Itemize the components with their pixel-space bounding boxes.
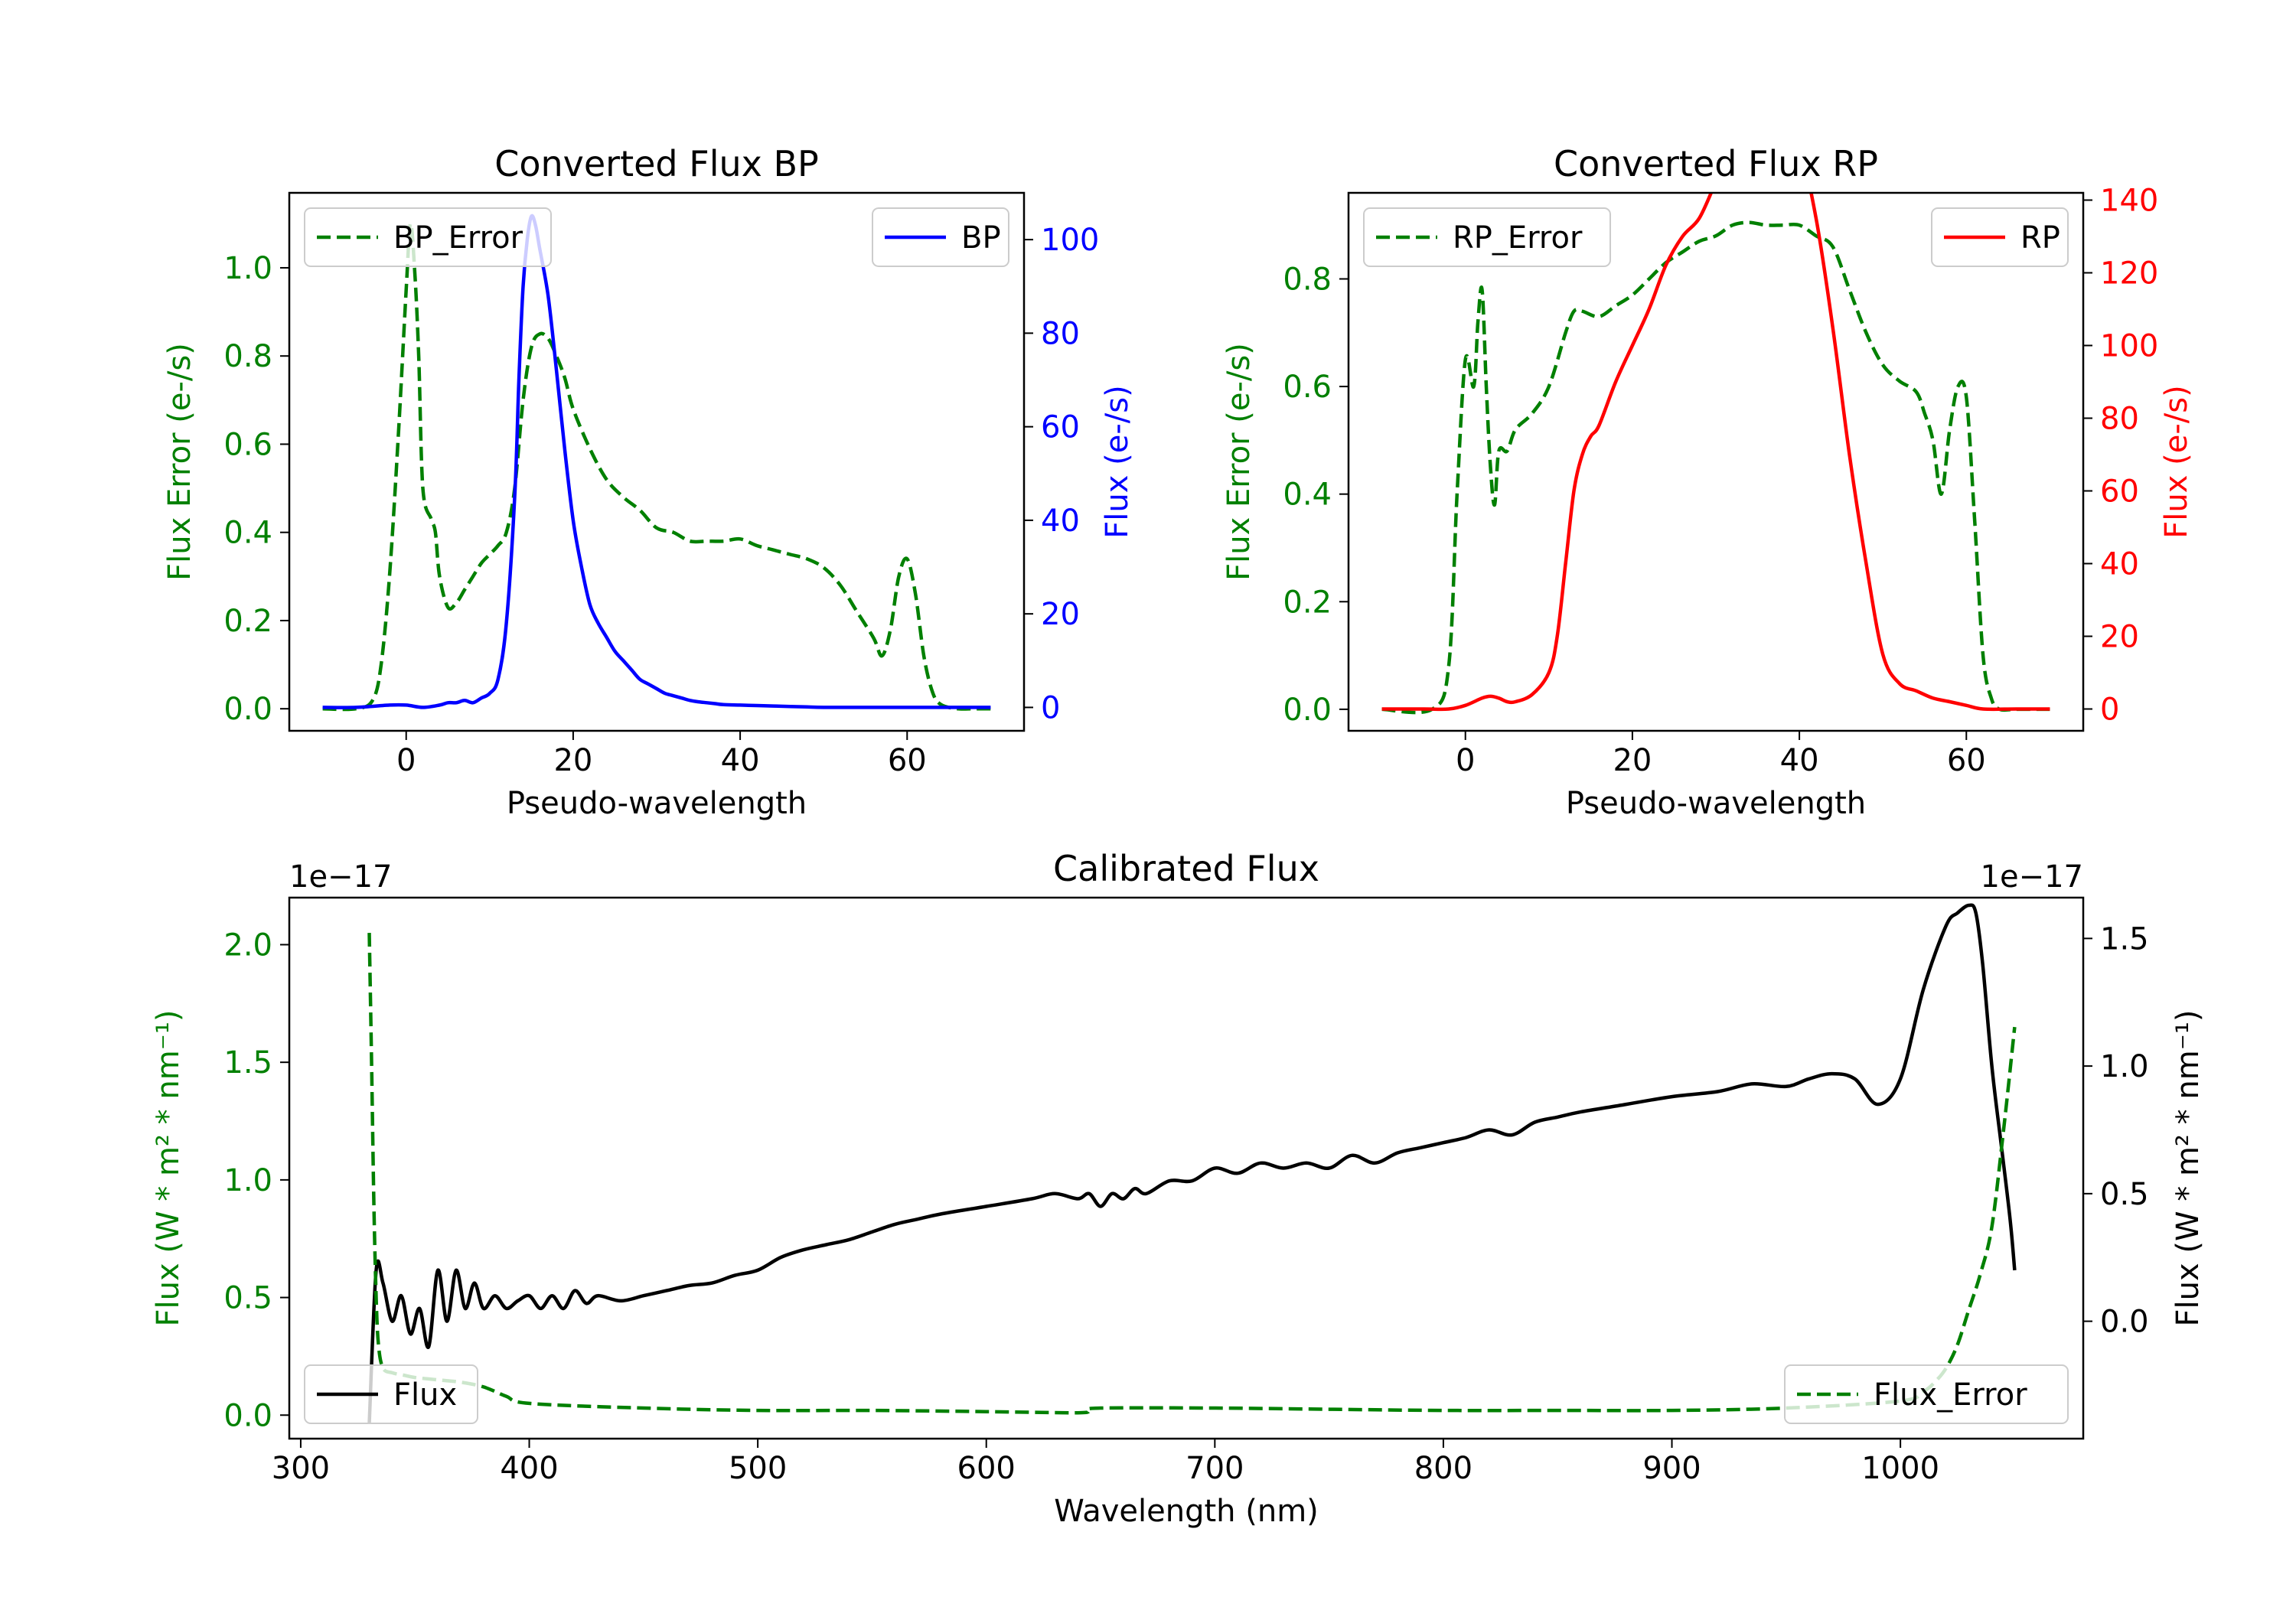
legend-rp-error: RP_Error <box>1363 207 1611 267</box>
legend-rp: RP <box>1931 207 2069 267</box>
legend-flux: Flux <box>304 1364 478 1424</box>
x-tick-label: 20 <box>553 743 592 778</box>
y2-tick-label: 100 <box>2100 329 2158 364</box>
y2-tick-label: 60 <box>2100 474 2139 510</box>
legend-box <box>304 207 552 267</box>
chart-1: 0 20 40 60 0.0 0.2 0.4 0.6 0.8 1.0 0 20 40 60 80 100 Con… <box>162 143 1135 821</box>
legend-bp: BP <box>872 207 1009 267</box>
plot-frame <box>288 896 2085 1440</box>
x-axis-label: Pseudo-wavelength <box>507 786 807 821</box>
y2-axis-label: Flux (W * m² * nm⁻¹) <box>2170 1010 2206 1327</box>
y2-tick-label: 1.5 <box>2100 921 2149 957</box>
y-tick-label: 1.5 <box>223 1045 272 1081</box>
y2-tick-label: 20 <box>2100 620 2139 655</box>
y2-offset-label: 1e−17 <box>1981 859 2083 895</box>
y-axis-label: Flux Error (e-/s) <box>162 343 197 581</box>
legend-box <box>304 1364 478 1424</box>
x-axis-label: Wavelength (nm) <box>1054 1494 1319 1529</box>
y2-tick-label: 80 <box>2100 402 2139 437</box>
y2-tick-label: 140 <box>2100 184 2158 219</box>
y-axis-label: Flux Error (e-/s) <box>1221 343 1257 581</box>
y-offset-label: 1e−17 <box>289 859 392 895</box>
plot-frame <box>1347 191 2085 732</box>
y-tick-label: 2.0 <box>223 927 272 963</box>
y2-axis-label: Flux (e-/s) <box>2159 385 2194 538</box>
y-tick-label: 0.8 <box>223 339 272 374</box>
y2-tick-label: 1.0 <box>2100 1049 2149 1084</box>
y-tick-label: 0.6 <box>223 427 272 462</box>
y-tick-label: 0.0 <box>223 1398 272 1433</box>
legend-bp-error: BP_Error <box>304 207 552 267</box>
chart-2: 0 20 40 60 0.0 0.2 0.4 0.6 0.8 0 20 40 60 80 100 120 140… <box>1221 143 2194 821</box>
y-tick-label: 0.2 <box>1283 585 1332 620</box>
legend-label: RP_Error <box>1453 220 1583 256</box>
y2-tick-label: 0.5 <box>2100 1177 2149 1212</box>
x-tick-label: 40 <box>721 743 760 778</box>
y2-tick-label: 40 <box>2100 547 2139 582</box>
series-line-bp-error <box>322 221 991 712</box>
x-tick-label: 1000 <box>1861 1451 1939 1486</box>
series-line-flux-error <box>367 933 2017 1415</box>
x-tick-label: 300 <box>272 1451 330 1486</box>
y-tick-label: 0.4 <box>223 516 272 551</box>
x-tick-label: 0 <box>1456 743 1475 778</box>
plot-frame <box>288 191 1026 732</box>
chart-title: Converted Flux BP <box>494 143 819 184</box>
chart-title: Calibrated Flux <box>1053 848 1319 889</box>
series-line-rp <box>1381 193 2050 712</box>
x-tick-label: 800 <box>1414 1451 1473 1486</box>
x-tick-label: 40 <box>1780 743 1819 778</box>
y-tick-label: 0.0 <box>1283 693 1332 728</box>
x-tick-label: 600 <box>957 1451 1016 1486</box>
y-tick-label: 0.4 <box>1283 478 1332 513</box>
legend-box <box>1363 207 1611 267</box>
x-tick-label: 60 <box>888 743 927 778</box>
series-line-bp <box>322 214 991 709</box>
legend-label: BP_Error <box>393 220 523 256</box>
y2-axis-label: Flux (e-/s) <box>1100 385 1135 538</box>
x-tick-label: 20 <box>1613 743 1652 778</box>
y2-tick-label: 60 <box>1041 410 1080 445</box>
series-line-flux <box>367 903 2017 1424</box>
y2-tick-label: 0 <box>1041 690 1060 725</box>
y2-tick-label: 100 <box>1041 223 1099 258</box>
y-tick-label: 0.8 <box>1283 262 1332 297</box>
x-tick-label: 900 <box>1642 1451 1701 1486</box>
y-tick-label: 0.2 <box>223 604 272 639</box>
x-tick-label: 700 <box>1186 1451 1244 1486</box>
y-tick-label: 1.0 <box>223 251 272 286</box>
legend-label: RP <box>2020 220 2060 256</box>
y-tick-label: 0.0 <box>223 692 272 727</box>
y2-tick-label: 0.0 <box>2100 1305 2149 1340</box>
legend-box <box>1784 1364 2069 1424</box>
y-tick-label: 1.0 <box>223 1163 272 1198</box>
y2-tick-label: 40 <box>1041 504 1080 539</box>
y2-tick-label: 0 <box>2100 693 2119 728</box>
chart-3: 300 400 500 600 700 800 900 1000 0.0 0.5 1.0 1.5 2.0… <box>151 848 2206 1529</box>
legend-label: Flux_Error <box>1874 1377 2027 1413</box>
y-axis-label: Flux (W * m² * nm⁻¹) <box>151 1010 186 1327</box>
y2-tick-label: 20 <box>1041 597 1080 632</box>
x-tick-label: 400 <box>500 1451 558 1486</box>
x-tick-label: 0 <box>396 743 416 778</box>
y-tick-label: 0.6 <box>1283 370 1332 405</box>
y-tick-label: 0.5 <box>223 1281 272 1316</box>
series-line-rp-error <box>1381 220 2050 715</box>
x-tick-label: 60 <box>1947 743 1986 778</box>
chart-title: Converted Flux RP <box>1554 143 1878 184</box>
y2-tick-label: 80 <box>1041 316 1080 351</box>
x-axis-label: Pseudo-wavelength <box>1566 786 1866 821</box>
x-tick-label: 500 <box>729 1451 787 1486</box>
legend-label: Flux <box>393 1377 457 1413</box>
legend-label: BP <box>961 220 1001 256</box>
y2-tick-label: 120 <box>2100 256 2158 292</box>
legend-flux-error: Flux_Error <box>1784 1364 2069 1424</box>
